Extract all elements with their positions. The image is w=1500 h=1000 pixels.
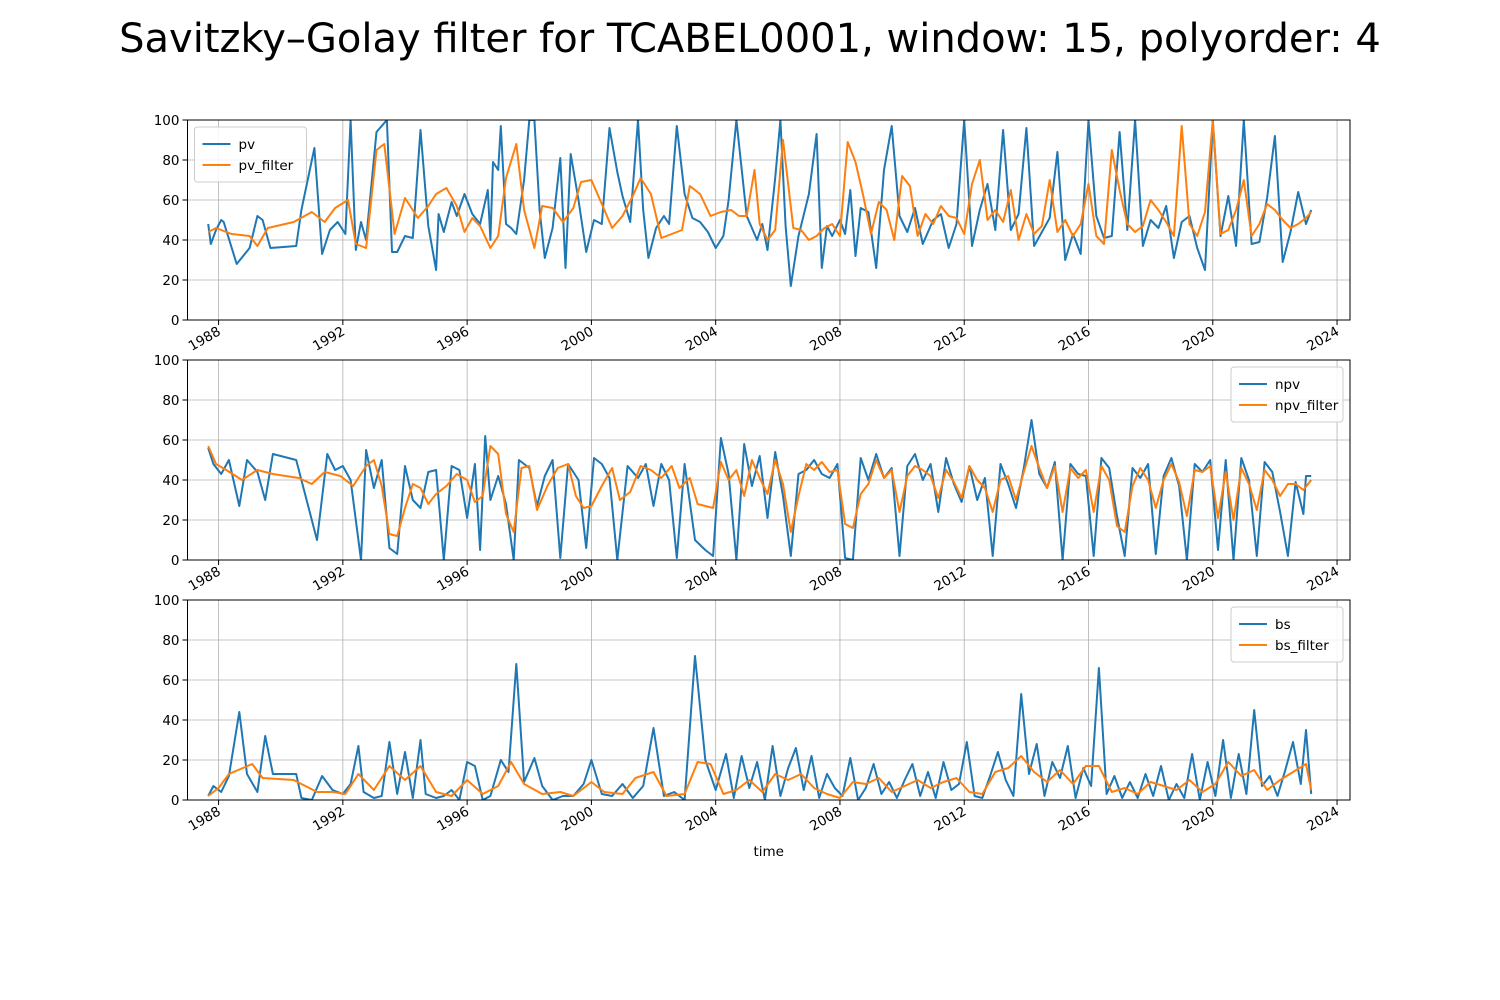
y-tick-label: 80 [162,153,179,169]
legend-label-npv: npv [1275,377,1300,393]
legend-label-bs: bs [1275,617,1291,633]
legend-label-pv_filter: pv_filter [239,158,294,174]
series-line-npv [207,419,1312,560]
y-tick-label: 40 [162,713,179,729]
legend: npv npv_filter [1230,366,1344,423]
y-tick-label: 40 [162,233,179,249]
legend-label-bs_filter: bs_filter [1275,638,1329,654]
y-tick-label: 20 [162,273,179,289]
y-tick-label: 100 [154,593,180,609]
legend-box [1230,366,1344,423]
y-tick-label: 0 [171,313,180,329]
y-tick-label: 0 [171,793,180,809]
series-line-npv_filter [207,445,1312,537]
legend-box [1230,606,1344,663]
x-axis-label: time [753,844,784,860]
y-tick-label: 100 [154,113,180,129]
series-line-pv_filter [207,120,1312,249]
y-tick-label: 80 [162,393,179,409]
series-line-bs [207,655,1313,800]
y-tick-label: 60 [162,193,179,209]
legend-label-npv_filter: npv_filter [1275,398,1339,414]
y-tick-label: 0 [171,553,180,569]
axes-frame [187,359,1351,561]
legend: bs bs_filter [1230,606,1344,663]
axes-frame [187,599,1351,801]
y-tick-label: 20 [162,513,179,529]
y-tick-label: 40 [162,473,179,489]
y-tick-label: 80 [162,633,179,649]
y-tick-label: 60 [162,673,179,689]
legend-box [194,126,307,183]
legend-label-pv: pv [239,137,256,153]
y-tick-label: 20 [162,753,179,769]
figure-title: Savitzky–Golay filter for TCABEL0001, wi… [119,16,1381,62]
y-tick-label: 100 [154,353,180,369]
y-tick-label: 60 [162,433,179,449]
legend: pv pv_filter [194,126,307,183]
series-line-bs_filter [207,755,1313,799]
axes-frame [187,119,1351,321]
